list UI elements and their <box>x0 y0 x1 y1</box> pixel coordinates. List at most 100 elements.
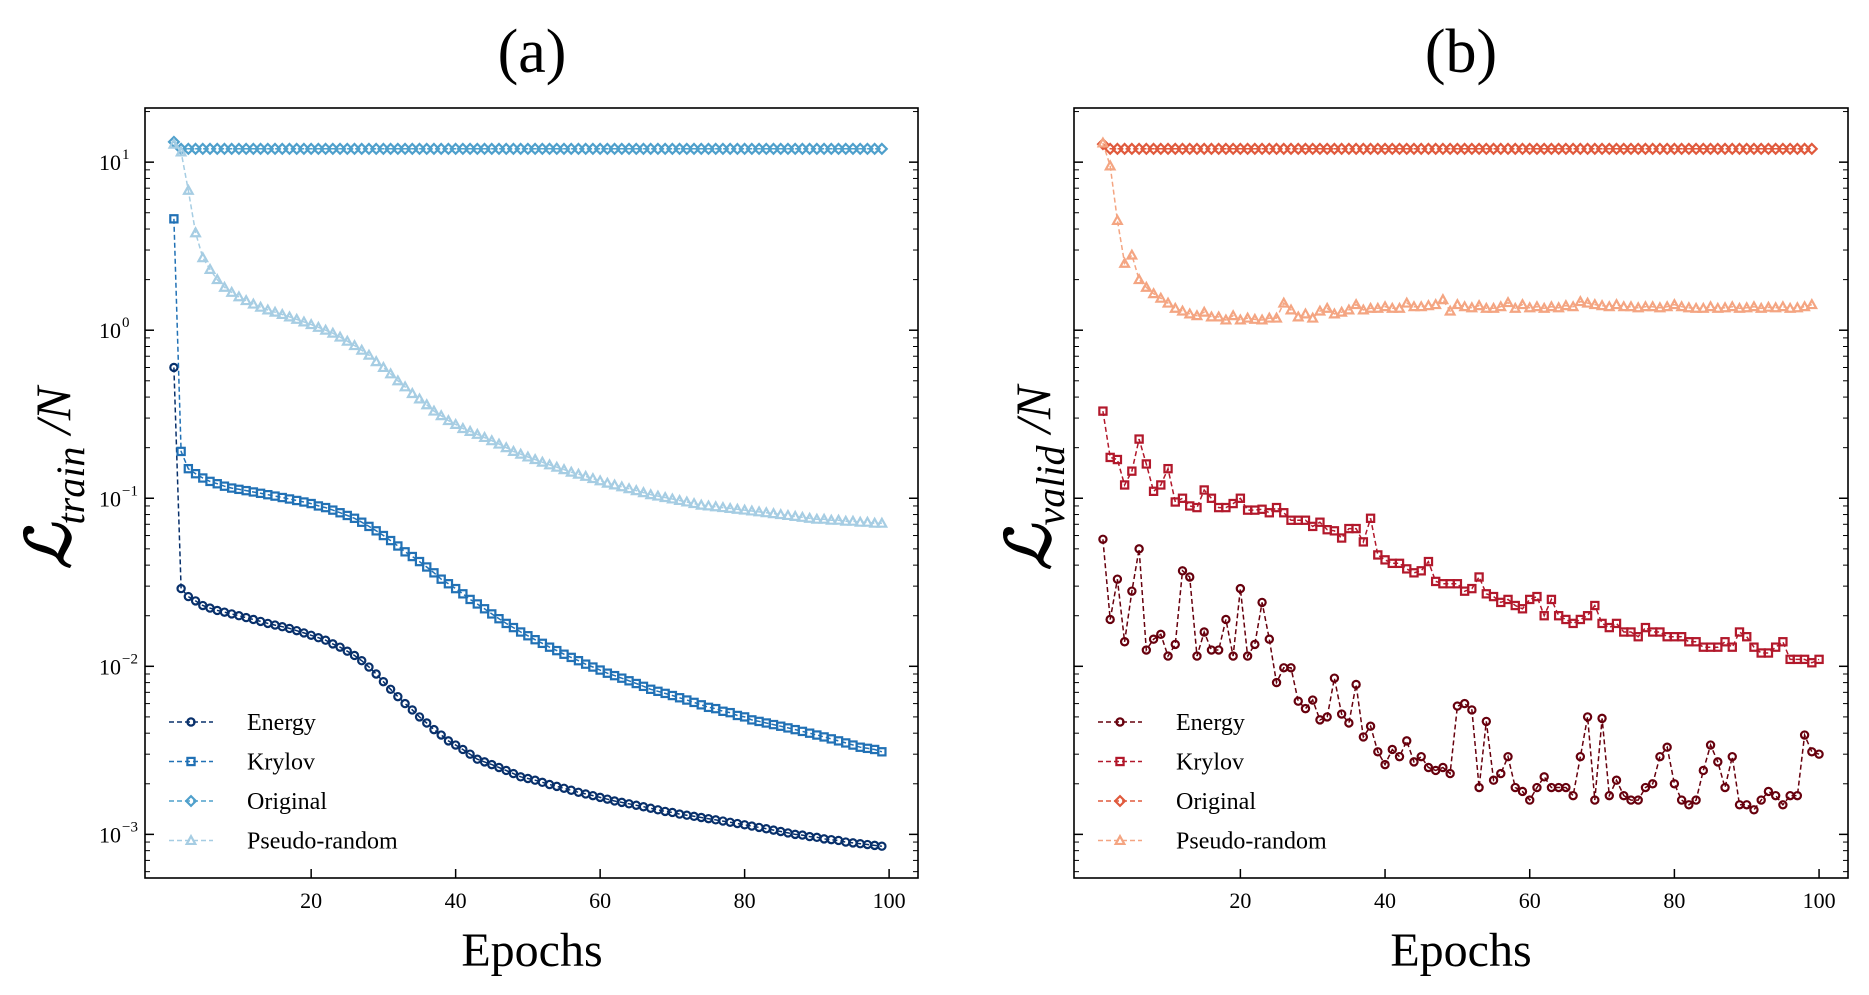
data-point <box>544 779 555 790</box>
data-point <box>1814 749 1824 759</box>
data-point <box>1221 614 1231 625</box>
data-point <box>1713 757 1723 767</box>
panel-title-a: (a) <box>498 18 567 86</box>
data-point <box>1119 637 1130 647</box>
data-point <box>1575 614 1586 625</box>
data-point <box>1141 459 1152 469</box>
data-point <box>1676 795 1687 805</box>
data-point <box>660 806 670 817</box>
data-point <box>1320 301 1334 313</box>
data-point <box>1445 579 1455 589</box>
data-point <box>877 747 887 757</box>
data-point <box>420 398 433 410</box>
data-point <box>1792 790 1803 801</box>
data-point <box>687 496 701 509</box>
data-point <box>536 455 549 467</box>
data-point <box>1684 800 1694 810</box>
data-point <box>364 662 374 672</box>
series-pseudo-random <box>1096 136 1819 325</box>
data-point <box>167 137 181 149</box>
data-point <box>557 463 571 475</box>
data-point <box>1328 307 1341 319</box>
data-point <box>378 530 389 541</box>
data-point <box>1720 782 1730 793</box>
data-point <box>1770 790 1781 801</box>
data-point <box>1662 632 1672 642</box>
data-point <box>573 787 584 797</box>
data-point <box>335 642 345 652</box>
data-point <box>774 507 787 520</box>
data-point <box>1705 740 1716 750</box>
data-point <box>1798 300 1811 312</box>
data-point <box>487 609 497 619</box>
data-point <box>1380 555 1390 565</box>
data-point <box>1575 751 1586 762</box>
data-point <box>1163 651 1173 661</box>
data-point <box>586 471 600 484</box>
data-point <box>804 728 815 738</box>
data-point <box>637 486 650 498</box>
data-point <box>1402 736 1412 746</box>
data-point <box>378 676 389 687</box>
data-point <box>1271 677 1282 688</box>
data-point <box>608 478 621 490</box>
data-point <box>320 635 331 645</box>
data-point <box>1192 502 1202 513</box>
data-point <box>1212 310 1225 322</box>
data-point <box>1313 304 1327 316</box>
legend-marker <box>1115 717 1125 727</box>
y-axis-label-b-main: ℒ <box>996 523 1064 570</box>
data-point <box>1170 497 1180 507</box>
data-point <box>1185 572 1195 582</box>
data-point <box>1443 304 1457 316</box>
data-point <box>174 145 188 157</box>
data-point <box>537 777 548 788</box>
data-point <box>435 409 448 421</box>
data-point <box>190 596 201 606</box>
data-point <box>1402 564 1412 574</box>
data-point <box>817 512 831 524</box>
data-point <box>203 262 217 274</box>
data-point <box>673 493 686 506</box>
data-point <box>247 297 260 309</box>
data-point <box>304 318 318 330</box>
data-point <box>1537 301 1551 313</box>
data-point <box>1704 300 1717 312</box>
data-point <box>1597 713 1607 724</box>
data-point <box>1205 310 1218 322</box>
data-point <box>1632 301 1645 313</box>
data-point <box>1545 300 1558 312</box>
x-tick-label: 100 <box>873 888 906 913</box>
data-point <box>1248 312 1262 324</box>
data-point <box>348 338 361 351</box>
data-point <box>507 444 520 456</box>
legend-entry: Energy <box>169 710 316 736</box>
data-point <box>1646 300 1659 312</box>
data-point <box>1720 637 1730 647</box>
data-point <box>1140 280 1153 292</box>
data-point <box>1277 296 1290 308</box>
x-tick-label: 60 <box>589 888 611 913</box>
data-point <box>521 450 535 462</box>
data-point <box>1603 300 1616 312</box>
data-point <box>711 703 721 714</box>
data-point <box>1553 611 1564 621</box>
data-point <box>443 579 454 589</box>
legend-marker <box>1113 794 1127 808</box>
data-point <box>1763 786 1774 797</box>
series-original <box>1096 137 1819 156</box>
data-point <box>371 669 381 679</box>
data-point <box>1711 301 1724 313</box>
data-point <box>1378 300 1392 312</box>
legend-marker <box>184 833 198 846</box>
data-point <box>183 591 194 602</box>
series-energy <box>169 362 887 851</box>
data-point <box>1633 795 1643 805</box>
panel-a: (a) Epochs ℒtrain /N 20 40 60 80 10010−310−2… <box>16 18 919 977</box>
data-point <box>1127 586 1137 596</box>
data-point <box>1647 627 1658 637</box>
data-point <box>754 822 764 833</box>
data-point <box>1284 303 1298 315</box>
legend-entry: Energy <box>1098 710 1245 736</box>
data-point <box>1467 705 1477 715</box>
